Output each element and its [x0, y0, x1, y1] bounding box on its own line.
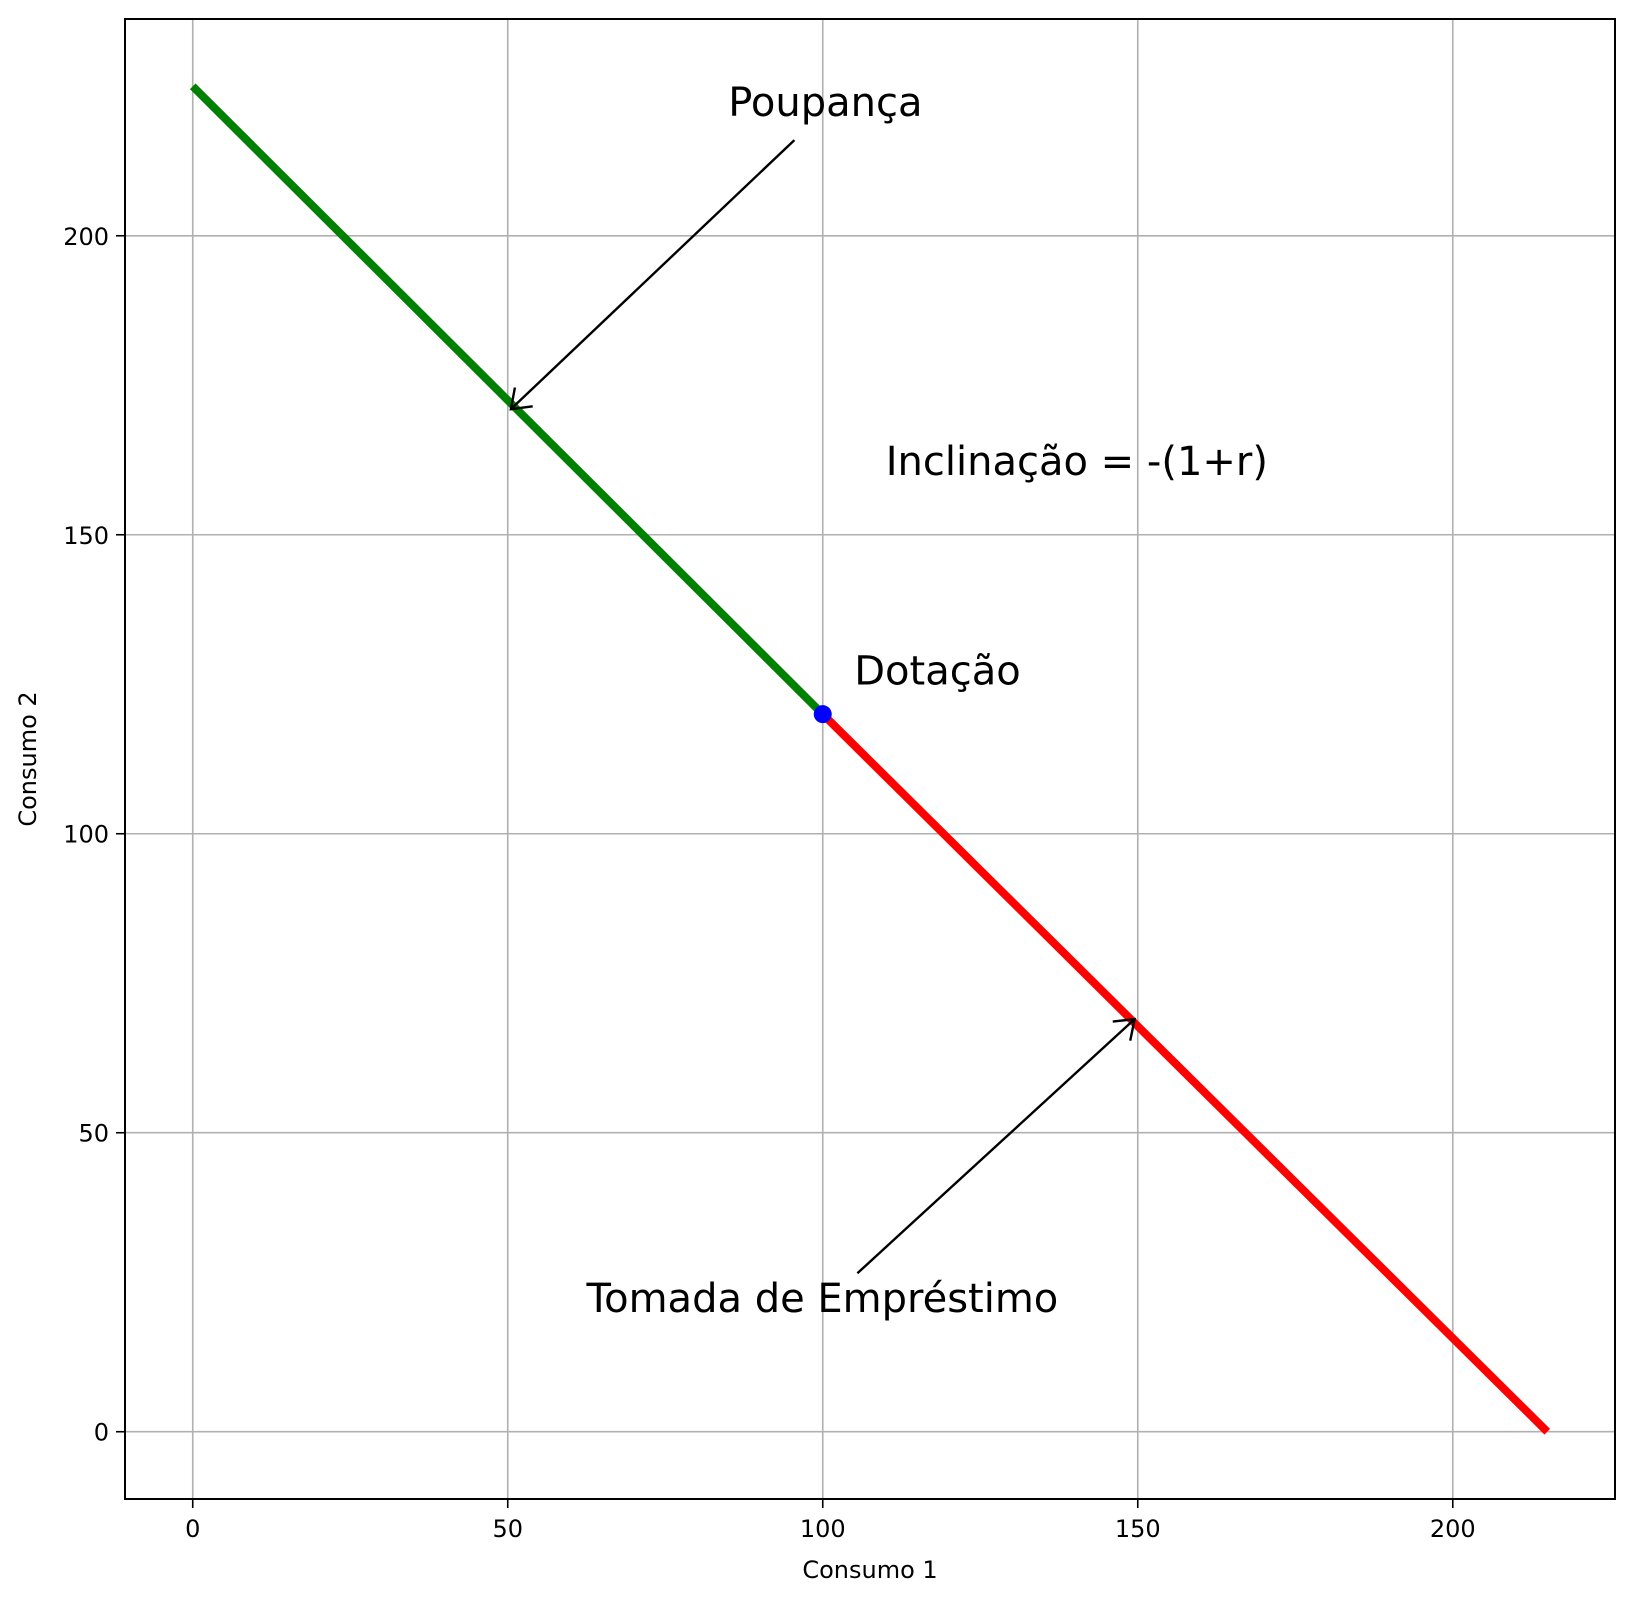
annotation-tomada: Tomada de Empréstimo	[585, 1276, 1058, 1322]
annotation-poupanca: Poupança	[728, 80, 922, 126]
x-tick-label: 0	[185, 1515, 200, 1543]
x-tick-label: 150	[1115, 1515, 1161, 1543]
series-layer	[189, 83, 1551, 1435]
y-axis-label: Consumo 2	[14, 691, 42, 826]
annotations-layer: Poupança Inclinação = -(1+r) Dotação Tomada…	[509, 80, 1268, 1322]
x-tick-label: 100	[800, 1515, 846, 1543]
annotation-inclinacao: Inclinação = -(1+r)	[886, 439, 1268, 485]
series-line-1	[819, 711, 1551, 1435]
points-layer	[813, 705, 832, 724]
y-tick-label: 200	[63, 223, 109, 251]
endowment-point	[813, 705, 832, 724]
annotation-dotacao: Dotação	[854, 648, 1020, 694]
x-tick-label: 50	[492, 1515, 523, 1543]
y-tick-label: 100	[63, 821, 109, 849]
annotation-arrowhead-tomada	[1112, 1017, 1137, 1041]
annotation-arrow-poupanca	[510, 139, 796, 411]
ticks-layer: 0 50 100 150 200 0 50 100 150 200	[63, 223, 1475, 1543]
plot-frame	[124, 18, 1616, 1500]
series-line-0	[189, 83, 826, 717]
y-tick-label: 0	[94, 1419, 109, 1447]
y-tick-label: 50	[78, 1120, 109, 1148]
y-tick-label: 150	[63, 522, 109, 550]
x-tick-label: 200	[1430, 1515, 1476, 1543]
annotation-arrowhead-poupanca	[509, 387, 533, 411]
grid	[125, 19, 1615, 1499]
annotation-arrow-tomada	[856, 1018, 1136, 1275]
x-axis-label: Consumo 1	[802, 1556, 937, 1584]
